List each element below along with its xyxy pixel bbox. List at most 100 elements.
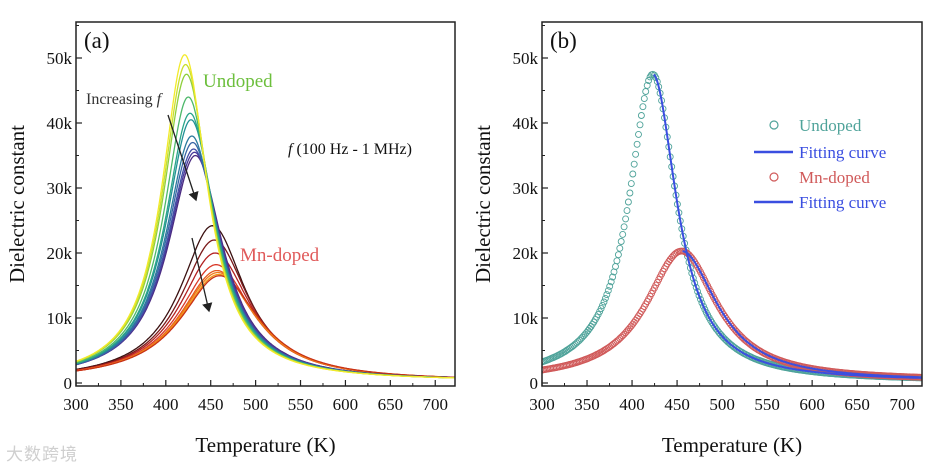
data-point-undoped: [601, 294, 609, 302]
data-point-undoped: [629, 170, 637, 178]
legend-marker-icon: [769, 120, 779, 130]
x-tick-label: 350: [574, 395, 600, 414]
x-tick-label: 500: [243, 395, 269, 414]
y-tick-label: 10k: [513, 309, 539, 328]
data-point-undoped: [640, 95, 648, 103]
panel-a: 300 350 400 450 500 550 600 650 700 0 10k 20k 30k 40k…: [5, 21, 456, 457]
y-tick-label: 20k: [47, 244, 73, 263]
x-tick-label: 450: [198, 395, 224, 414]
y-tick-label: 50k: [513, 49, 539, 68]
data-point-undoped: [622, 215, 630, 223]
arrow-mn-doped: [191, 237, 213, 313]
x-tick-label: 550: [754, 395, 780, 414]
data-point-undoped: [632, 150, 640, 158]
legend-label: Fitting curve: [799, 193, 886, 212]
data-point-undoped: [603, 291, 611, 299]
series-line-undoped-7: [76, 96, 455, 379]
x-tick-label: 300: [63, 395, 89, 414]
data-point-undoped: [599, 301, 606, 309]
plot-frame: [541, 21, 923, 387]
data-point-undoped: [626, 189, 634, 197]
x-tick-label: 650: [844, 395, 870, 414]
legend-label: Fitting curve: [799, 143, 886, 162]
y-tick-label: 50k: [47, 49, 73, 68]
y-tick-label: 40k: [513, 114, 539, 133]
x-axis-label: Temperature (K): [662, 433, 802, 457]
data-point-undoped: [645, 77, 653, 84]
data-point-undoped: [600, 298, 608, 306]
legend-item: Mn-doped: [769, 168, 870, 187]
x-tick-label: 650: [378, 395, 404, 414]
data-point-undoped: [617, 238, 625, 245]
data-point-undoped: [627, 180, 635, 188]
x-tick-label: 600: [799, 395, 825, 414]
legend-item: Fitting curve: [754, 143, 886, 162]
data-point-undoped: [597, 305, 605, 313]
annotation-frequency-range: f (100 Hz - 1 MHz): [288, 141, 412, 158]
y-tick-label: 20k: [513, 244, 539, 263]
series-line-mn-doped-7: [76, 275, 455, 378]
data-point-undoped: [624, 198, 632, 206]
x-axis-label: Temperature (K): [195, 433, 335, 457]
data-point-undoped: [639, 103, 647, 111]
data-point-undoped: [620, 223, 628, 231]
legend: Undoped Fitting curve Mn-doped Fitting curv…: [754, 116, 886, 212]
series-line-undoped-10: [76, 54, 455, 379]
annotation-increasing-f: Increasing f: [86, 91, 164, 108]
x-tick-label: 700: [889, 395, 915, 414]
data-point-undoped: [635, 130, 642, 138]
plot-area: [542, 70, 922, 382]
legend-item: Undoped: [769, 116, 862, 135]
data-point-undoped: [652, 74, 660, 82]
arrow-undoped: [167, 114, 199, 202]
annotation-mn-doped: Mn-doped: [240, 245, 320, 266]
data-point-undoped: [697, 295, 704, 303]
y-tick-label: 30k: [513, 179, 539, 198]
legend-item: Fitting curve: [754, 193, 886, 212]
x-tick-label: 300: [529, 395, 555, 414]
data-point-undoped: [616, 244, 624, 252]
data-point-undoped: [623, 207, 631, 215]
x-tick-label: 450: [664, 395, 690, 414]
legend-marker-icon: [769, 172, 779, 182]
y-tick-label: 10k: [47, 309, 73, 328]
y-tick-label: 40k: [47, 114, 73, 133]
x-tick-label: 700: [422, 395, 448, 414]
plot-frame: [75, 21, 456, 387]
x-tick-label: 400: [153, 395, 179, 414]
x-tick-label: 500: [709, 395, 735, 414]
data-point-undoped: [633, 140, 641, 148]
watermark: 大数跨境: [6, 445, 78, 465]
y-tick-label: 0: [530, 374, 539, 393]
panel-b: 300 350 400 450 500 550 600 650 700 0 10k 20k 30k 40k…: [471, 21, 923, 457]
data-point-undoped: [636, 121, 644, 129]
legend-label: Undoped: [799, 116, 862, 135]
y-axis-label: Dielectric constant: [5, 125, 29, 283]
x-tick-label: 550: [288, 395, 314, 414]
data-point-undoped: [619, 230, 627, 238]
y-tick-label: 30k: [47, 179, 73, 198]
legend-label: Mn-doped: [799, 168, 870, 187]
data-point-undoped: [604, 287, 612, 295]
annotation-undoped: Undoped: [203, 71, 273, 92]
data-point-undoped: [609, 273, 617, 281]
data-point-undoped: [637, 112, 645, 119]
x-tick-label: 600: [333, 395, 359, 414]
data-point-undoped: [606, 282, 614, 290]
plot-area: [76, 54, 455, 379]
data-point-undoped: [630, 160, 638, 168]
data-point-undoped: [614, 251, 622, 259]
panel-label: (a): [84, 28, 110, 53]
data-point-undoped: [699, 302, 707, 310]
panel-label: (b): [550, 28, 577, 53]
series-line-undoped-8: [76, 73, 455, 379]
series-line-mn-doped-2: [76, 252, 455, 379]
data-point-undoped: [643, 81, 651, 89]
fitting-curve-mn-doped: [682, 250, 922, 379]
y-tick-label: 0: [64, 374, 73, 393]
data-point-undoped: [613, 257, 621, 265]
data-point-undoped: [698, 299, 706, 307]
x-tick-label: 350: [108, 395, 134, 414]
x-tick-label: 400: [619, 395, 645, 414]
